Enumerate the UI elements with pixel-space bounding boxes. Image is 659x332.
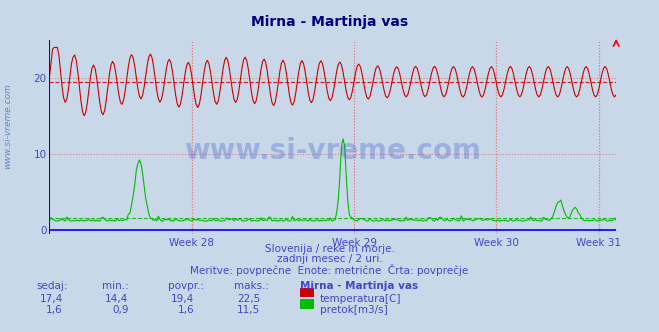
Text: Mirna - Martinja vas: Mirna - Martinja vas <box>300 281 418 290</box>
Text: temperatura[C]: temperatura[C] <box>320 294 401 304</box>
Text: 14,4: 14,4 <box>105 294 129 304</box>
Text: 11,5: 11,5 <box>237 305 260 315</box>
Text: pretok[m3/s]: pretok[m3/s] <box>320 305 387 315</box>
Text: maks.:: maks.: <box>234 281 269 290</box>
Text: min.:: min.: <box>102 281 129 290</box>
Text: zadnji mesec / 2 uri.: zadnji mesec / 2 uri. <box>277 254 382 264</box>
Text: Meritve: povprečne  Enote: metrične  Črta: povprečje: Meritve: povprečne Enote: metrične Črta:… <box>190 264 469 276</box>
Text: 1,6: 1,6 <box>46 305 63 315</box>
Text: 22,5: 22,5 <box>237 294 260 304</box>
Text: www.si-vreme.com: www.si-vreme.com <box>3 83 13 169</box>
Text: Mirna - Martinja vas: Mirna - Martinja vas <box>251 15 408 29</box>
Text: 0,9: 0,9 <box>112 305 129 315</box>
Text: Slovenija / reke in morje.: Slovenija / reke in morje. <box>264 244 395 254</box>
Text: povpr.:: povpr.: <box>168 281 204 290</box>
Text: 1,6: 1,6 <box>178 305 194 315</box>
Text: www.si-vreme.com: www.si-vreme.com <box>185 136 481 165</box>
Text: 17,4: 17,4 <box>40 294 63 304</box>
Text: 19,4: 19,4 <box>171 294 194 304</box>
Text: sedaj:: sedaj: <box>36 281 68 290</box>
